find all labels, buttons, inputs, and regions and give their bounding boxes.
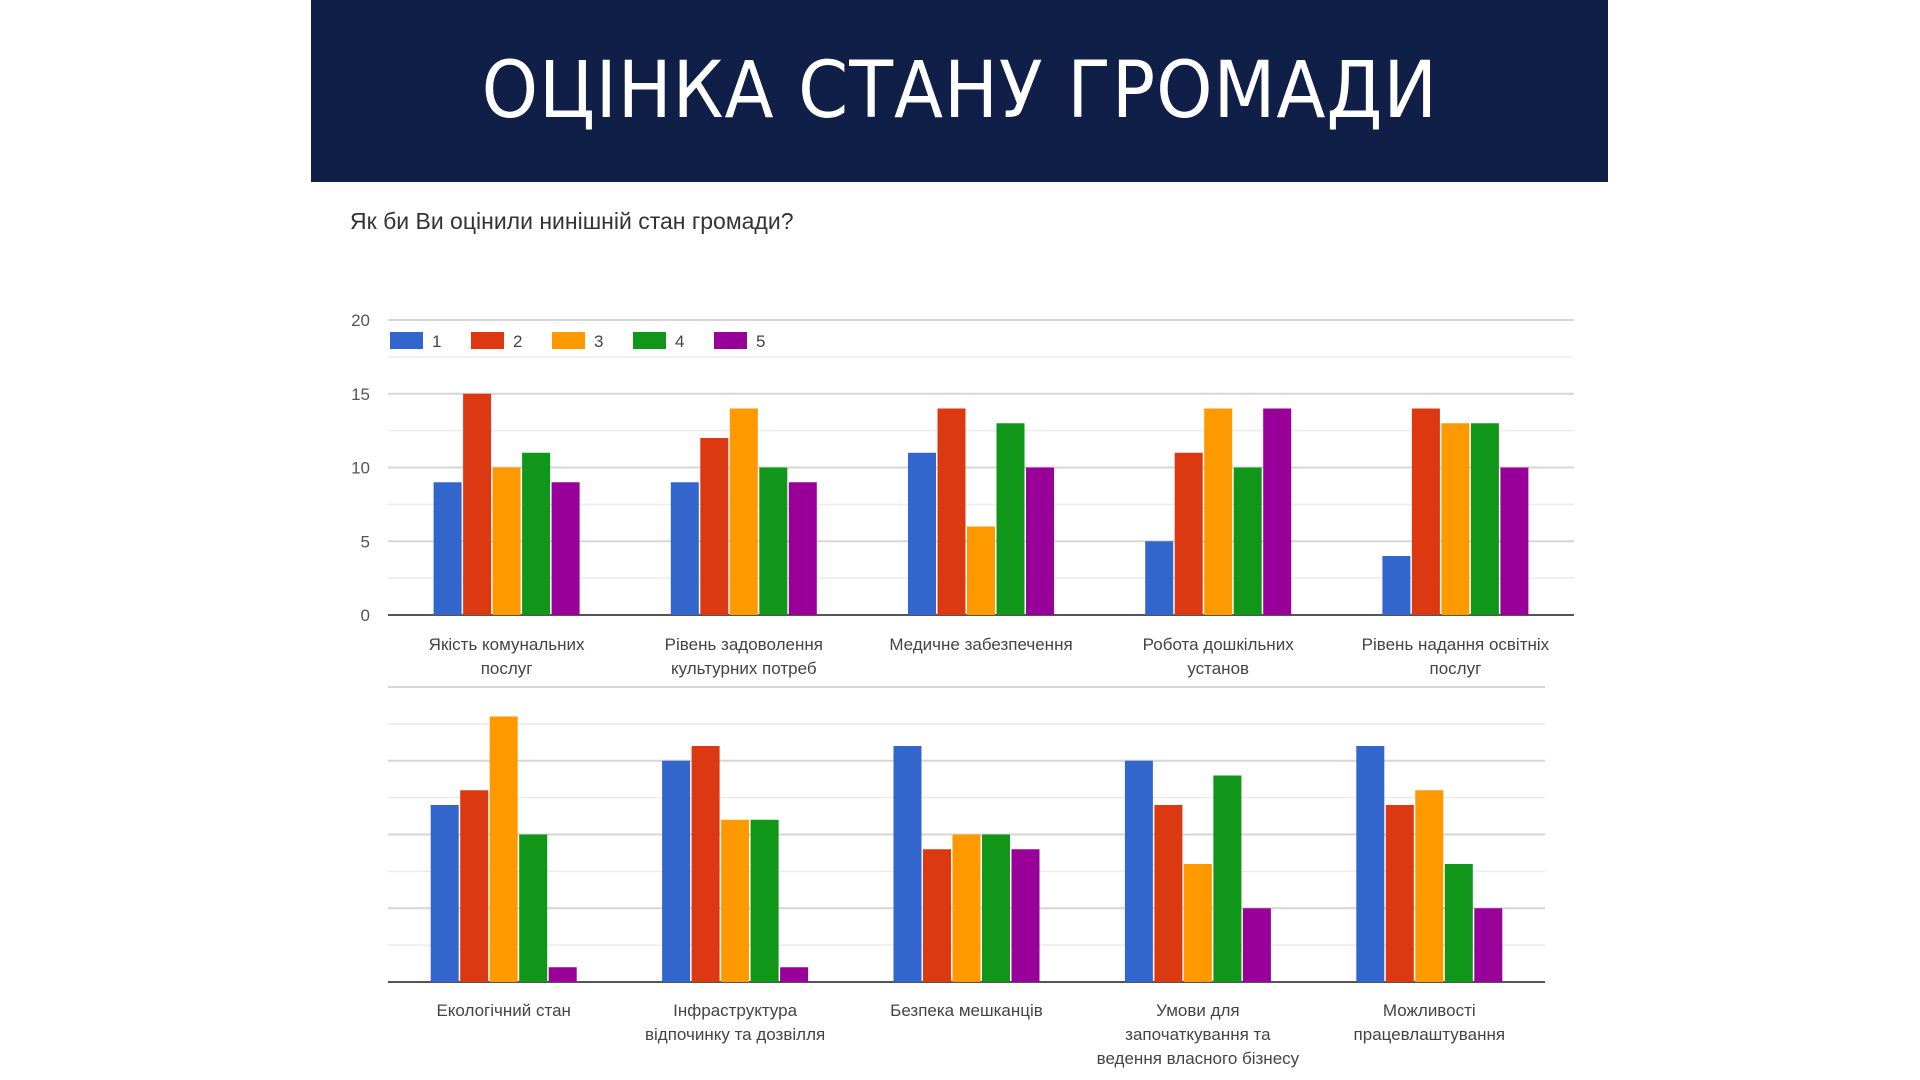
category-label: Рівень надання освітніх <box>1362 635 1550 654</box>
category-label: Інфраструктура <box>673 1001 797 1020</box>
bar-series-2 <box>1174 452 1203 615</box>
legend-swatch-2 <box>471 332 504 349</box>
chart-2: Екологічний стан Інфраструктура відпочинку… <box>388 686 1545 1068</box>
bar-series-3 <box>1415 790 1444 982</box>
bar-series-2 <box>1411 408 1440 615</box>
bar-series-1 <box>1145 541 1174 615</box>
bar-series-1 <box>1356 746 1385 982</box>
bar-series-5 <box>1026 467 1054 615</box>
legend-label-4: 4 <box>675 332 684 351</box>
bar-series-3 <box>1441 423 1470 615</box>
bar-series-3 <box>967 526 995 615</box>
category-label: Безпека мешканців <box>890 1001 1043 1020</box>
bar-series-5 <box>1474 908 1503 982</box>
bar-series-3 <box>1183 864 1212 982</box>
bar-series-2 <box>691 746 720 982</box>
bar-series-4 <box>996 423 1025 615</box>
bar-series-3 <box>729 408 758 615</box>
y-tick-label: 15 <box>351 385 370 404</box>
legend-label-5: 5 <box>756 332 765 351</box>
bar-series-4 <box>982 834 1010 982</box>
category-label: культурних потреб <box>671 659 817 678</box>
category-label: працевлаштування <box>1354 1025 1506 1044</box>
category-label: Екологічний стан <box>436 1001 571 1020</box>
bar-series-5 <box>1011 849 1040 982</box>
bar-series-3 <box>721 819 750 982</box>
bar-series-4 <box>519 834 548 982</box>
bar-series-1 <box>1124 760 1153 982</box>
category-label: Робота дошкільних <box>1143 635 1295 654</box>
bar-series-5 <box>548 967 577 982</box>
bar-series-4 <box>1444 864 1473 982</box>
bar-series-1 <box>430 805 459 982</box>
bar-series-3 <box>489 716 518 982</box>
bar-series-2 <box>1154 805 1183 982</box>
title-banner: ОЦІНКА СТАНУ ГРОМАДИ <box>311 0 1608 182</box>
bar-series-4 <box>759 467 788 615</box>
bar-series-2 <box>463 393 492 615</box>
bar-series-2 <box>937 408 966 615</box>
bar-series-5 <box>788 482 817 615</box>
bar-series-5 <box>780 967 809 982</box>
category-label: Медичне забезпечення <box>889 635 1072 654</box>
bar-series-3 <box>952 834 981 982</box>
bar-series-1 <box>433 482 462 615</box>
bar-series-1 <box>908 452 936 615</box>
bar-series-2 <box>460 790 489 982</box>
y-tick-label: 10 <box>351 459 370 478</box>
page-title: ОЦІНКА СТАНУ ГРОМАДИ <box>481 46 1438 136</box>
bar-series-4 <box>522 452 551 615</box>
bar-series-3 <box>1204 408 1233 615</box>
legend-label-2: 2 <box>513 332 522 351</box>
bar-series-1 <box>670 482 699 615</box>
bar-series-4 <box>1213 775 1242 982</box>
legend-swatch-3 <box>552 332 585 349</box>
legend-label-3: 3 <box>594 332 603 351</box>
bar-series-2 <box>1385 805 1414 982</box>
category-label: Рівень задоволення <box>665 635 823 654</box>
bar-series-5 <box>1263 408 1292 615</box>
legend-label-1: 1 <box>432 332 441 351</box>
category-label: започаткування та <box>1125 1025 1271 1044</box>
question-text: Як би Ви оцінили нинішній стан громади? <box>350 208 794 234</box>
category-label: Можливості <box>1383 1001 1476 1020</box>
y-tick-label: 5 <box>361 532 370 551</box>
bar-series-5 <box>551 482 580 615</box>
category-label: відпочинку та дозвілля <box>645 1025 825 1044</box>
category-label: ведення власного бізнесу <box>1097 1049 1300 1068</box>
bar-series-1 <box>893 746 922 982</box>
legend-swatch-4 <box>633 332 666 349</box>
category-label: Якість комунальних <box>429 635 585 654</box>
y-tick-label: 0 <box>361 606 370 625</box>
bar-series-5 <box>1500 467 1529 615</box>
bar-series-1 <box>1382 556 1411 615</box>
bar-series-4 <box>750 819 779 982</box>
category-label: послуг <box>481 659 533 678</box>
bar-series-4 <box>1233 467 1262 615</box>
bar-series-2 <box>700 438 729 615</box>
legend-swatch-5 <box>714 332 747 349</box>
y-tick-label: 20 <box>351 311 370 330</box>
category-label: послуг <box>1430 659 1482 678</box>
category-label: Умови для <box>1156 1001 1239 1020</box>
bar-series-1 <box>662 760 691 982</box>
category-label: установ <box>1187 659 1249 678</box>
legend-swatch-1 <box>390 332 423 349</box>
bar-series-4 <box>1470 423 1499 615</box>
chart-1: 0 5 10 15 20 1 2 3 4 5 Якість комунальних послуг Рів… <box>351 311 1574 678</box>
bar-series-2 <box>923 849 951 982</box>
bar-series-3 <box>492 467 521 615</box>
bar-series-5 <box>1242 908 1271 982</box>
